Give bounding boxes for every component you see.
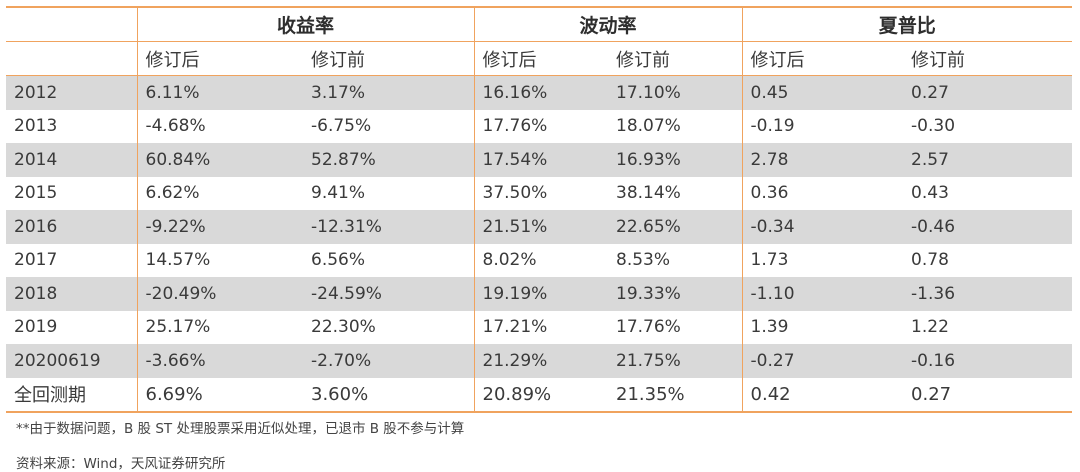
- row-label: 2015: [14, 183, 58, 204]
- table-row: 2016 -9.22% -12.31% 21.51% 22.65% -0.34 …: [6, 210, 1073, 244]
- table-cell: 17.76%: [616, 317, 681, 338]
- table-cell: 6.56%: [311, 250, 366, 271]
- sub-header-row: 修订后 修订前 修订后 修订前 修订后 修订前: [6, 41, 1073, 76]
- table-cell: -1.10: [741, 277, 904, 311]
- table-cell: 8.53%: [616, 250, 671, 271]
- sub-header-cell: 修订前: [608, 41, 743, 76]
- table-cell: 37.50%: [473, 176, 609, 210]
- table-cell: 17.10%: [608, 75, 743, 110]
- table-cell: 3.60%: [303, 377, 475, 413]
- row-label: 2012: [6, 75, 137, 110]
- group-header-row: 收益率 波动率 夏普比: [6, 6, 1073, 42]
- table-cell: -24.59%: [303, 277, 475, 311]
- sub-header-cell: 修订前: [903, 41, 1073, 76]
- table-cell: 17.76%: [473, 109, 609, 143]
- table-cell: 3.17%: [303, 75, 475, 110]
- table-row: 2015 6.62% 9.41% 37.50% 38.14% 0.36 0.43: [6, 176, 1072, 210]
- table-cell: -0.16: [903, 344, 1073, 378]
- table-cell: 21.35%: [608, 377, 743, 413]
- table-cell: 1.22: [911, 317, 949, 338]
- table-cell: 0.27: [903, 75, 1073, 110]
- source-note: 资料来源：Wind，天风证券研究所: [16, 456, 226, 472]
- table-row-total: 全回测期 6.69% 3.60% 20.89% 21.35% 0.42 0.27: [6, 377, 1073, 413]
- table-cell: 17.54%: [473, 143, 609, 177]
- table-cell: 20.89%: [473, 377, 609, 413]
- table-cell: 1.39: [741, 310, 904, 344]
- table-row: 2013 -4.68% -6.75% 17.76% 18.07% -0.19 -…: [6, 109, 1072, 143]
- group-volatility-header: 波动率: [473, 6, 743, 42]
- table-cell: 16.16%: [473, 75, 609, 110]
- table-cell: 0.42: [741, 377, 904, 413]
- table-row: 2017 14.57% 6.56% 8.02% 8.53% 1.73 0.78: [6, 243, 1072, 277]
- table-cell: -4.68%: [136, 109, 303, 143]
- table-cell: 1.73: [741, 243, 904, 277]
- row-label: 2014: [6, 143, 137, 177]
- sub-header-cell: 修订后: [473, 41, 609, 76]
- table-cell: 16.93%: [608, 143, 743, 177]
- performance-table: 收益率 波动率 夏普比 修订后 修订前 修订后 修订前 修订后 修订前 2012…: [6, 6, 1073, 413]
- table-cell: 60.84%: [136, 143, 303, 177]
- table-cell: -1.36: [903, 277, 1073, 311]
- table-cell: 0.78: [911, 250, 949, 271]
- corner-cell: [6, 41, 137, 76]
- table-cell: 17.21%: [473, 310, 609, 344]
- table-cell: -3.66%: [136, 344, 303, 378]
- table-row: 2018 -20.49% -24.59% 19.19% 19.33% -1.10…: [6, 277, 1073, 311]
- table-cell: 0.27: [903, 377, 1073, 413]
- sub-header-cell: 修订后: [136, 41, 303, 76]
- table-cell: 38.14%: [616, 183, 681, 204]
- table-cell: 0.36: [741, 176, 904, 210]
- table-cell: -6.75%: [311, 116, 372, 137]
- group-return-header: 收益率: [136, 6, 475, 42]
- table-cell: 6.62%: [136, 176, 303, 210]
- table-cell: -0.27: [741, 344, 904, 378]
- table-cell: 9.41%: [311, 183, 366, 204]
- table-cell: -20.49%: [136, 277, 303, 311]
- table-cell: 25.17%: [136, 310, 303, 344]
- sub-header-cell: 修订前: [303, 41, 475, 76]
- table-cell: 6.69%: [136, 377, 303, 413]
- group-sharpe-header: 夏普比: [741, 6, 1073, 42]
- table-cell: 0.43: [911, 183, 949, 204]
- table-row: 20200619 -3.66% -2.70% 21.29% 21.75% -0.…: [6, 344, 1073, 378]
- table-cell: 21.29%: [473, 344, 609, 378]
- table-cell: 2.78: [741, 143, 904, 177]
- row-label: 2018: [6, 277, 137, 311]
- table-cell: 18.07%: [616, 116, 681, 137]
- row-label: 全回测期: [6, 377, 137, 413]
- table-cell: 19.33%: [608, 277, 743, 311]
- table-cell: 0.45: [741, 75, 904, 110]
- table-cell: 6.11%: [136, 75, 303, 110]
- table-body: 2012 6.11% 3.17% 16.16% 17.10% 0.45 0.27…: [6, 75, 1073, 413]
- table-cell: -0.46: [903, 210, 1073, 244]
- row-label: 2016: [6, 210, 137, 244]
- table-row: 2019 25.17% 22.30% 17.21% 17.76% 1.39 1.…: [6, 310, 1072, 344]
- table-cell: -12.31%: [303, 210, 475, 244]
- row-label: 2019: [14, 317, 58, 338]
- row-label: 2017: [14, 250, 58, 271]
- table-row: 2014 60.84% 52.87% 17.54% 16.93% 2.78 2.…: [6, 143, 1073, 177]
- sub-header-cell: 修订后: [741, 41, 904, 76]
- table-cell: 14.57%: [136, 243, 303, 277]
- table-row: 2012 6.11% 3.17% 16.16% 17.10% 0.45 0.27: [6, 75, 1073, 110]
- table-cell: 8.02%: [473, 243, 609, 277]
- table-cell: 21.51%: [473, 210, 609, 244]
- table-cell: 22.30%: [311, 317, 376, 338]
- table-cell: 52.87%: [303, 143, 475, 177]
- table-cell: -0.34: [741, 210, 904, 244]
- table-cell: 19.19%: [473, 277, 609, 311]
- row-label: 2013: [14, 116, 58, 137]
- table-cell: -0.19: [741, 109, 904, 143]
- table-cell: 22.65%: [608, 210, 743, 244]
- table-cell: -0.30: [911, 116, 956, 137]
- row-label: 20200619: [6, 344, 137, 378]
- corner-cell: [6, 6, 137, 42]
- table-cell: -2.70%: [303, 344, 475, 378]
- table-cell: -9.22%: [136, 210, 303, 244]
- footnote: **由于数据问题，B 股 ST 处理股票采用近似处理，已退市 B 股不参与计算: [16, 421, 465, 437]
- table-cell: 21.75%: [608, 344, 743, 378]
- table-cell: 2.57: [903, 143, 1073, 177]
